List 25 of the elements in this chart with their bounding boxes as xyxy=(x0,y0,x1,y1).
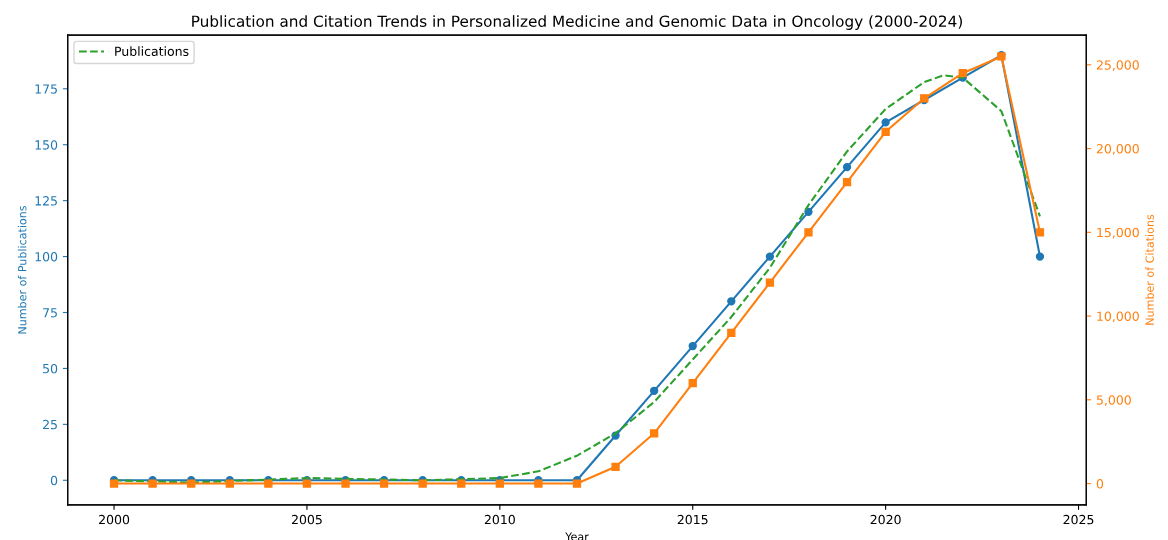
x-tick-label: 2015 xyxy=(677,514,708,525)
y-tick-label: 75 xyxy=(43,308,57,318)
x-tick-label: 2000 xyxy=(99,514,130,525)
y-tick-label: 150 xyxy=(35,140,58,150)
y2-tick-label: 15,000 xyxy=(1097,227,1139,239)
x-axis-title: Year xyxy=(565,532,589,540)
y2-tick-label: 20,000 xyxy=(1096,144,1139,155)
y2-tick-label: 10,000 xyxy=(1097,311,1139,323)
x-tick-label: 2010 xyxy=(484,514,515,525)
y2-tick-label: 25,000 xyxy=(1096,60,1139,72)
x-tick-label: 2020 xyxy=(870,514,901,525)
y-tick-label: 25 xyxy=(43,419,57,430)
y2-axis-title: Number of Citations xyxy=(1145,214,1154,325)
y-axis-title: Number of Publications xyxy=(17,205,27,334)
y-tick-label: 125 xyxy=(35,196,57,206)
x-tick-label: 2005 xyxy=(291,514,322,525)
y-tick-label: 0 xyxy=(50,475,58,486)
x-tick-label: 2025 xyxy=(1063,514,1094,525)
chart-title: Publication and Citation Trends in Personalized Medicine and Genomic Data in Oncology (2000-2024) xyxy=(192,15,962,30)
y-tick-label: 175 xyxy=(35,84,57,94)
y-tick-label: 50 xyxy=(43,363,58,374)
y-tick-label: 100 xyxy=(35,252,58,262)
legend-label: Publications xyxy=(115,46,189,57)
y2-tick-label: 5,000 xyxy=(1096,395,1131,406)
y2-tick-label: 0 xyxy=(1096,479,1104,489)
